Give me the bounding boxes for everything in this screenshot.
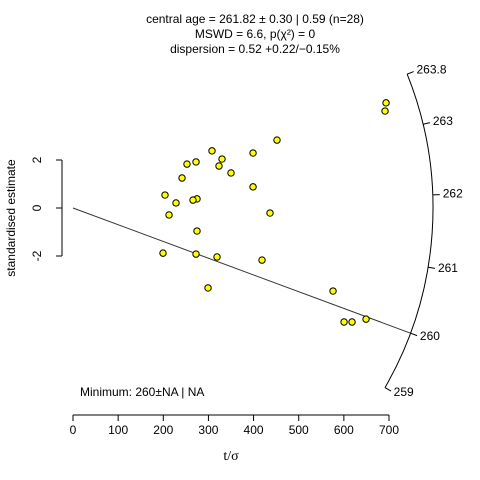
point xyxy=(161,191,169,199)
title-line: central age = 261.82 ± 0.30 | 0.59 (n=28… xyxy=(146,12,364,26)
point xyxy=(258,256,266,264)
annotation: Minimum: 260±NA | NA xyxy=(80,385,204,399)
point xyxy=(227,169,235,177)
point xyxy=(172,199,180,207)
point xyxy=(249,183,257,191)
point xyxy=(165,211,173,219)
arc-tick xyxy=(410,332,418,337)
x-tick-label: 700 xyxy=(379,423,399,437)
point xyxy=(213,253,221,261)
y-tick-label: -2 xyxy=(30,250,44,261)
point xyxy=(215,162,223,170)
x-tick-label: 400 xyxy=(244,423,264,437)
arc-tick-label: 260 xyxy=(420,329,440,343)
x-tick-label: 100 xyxy=(108,423,128,437)
arc-tick xyxy=(384,387,392,392)
point xyxy=(208,147,216,155)
title-line: MSWD = 6.6, p(χ²) = 0 xyxy=(195,27,316,41)
point xyxy=(382,99,390,107)
point xyxy=(381,107,389,115)
arc-tick-label: 261 xyxy=(438,261,458,275)
y-tick-label: 2 xyxy=(30,156,44,163)
point xyxy=(183,160,191,168)
arc-tick-label: 263 xyxy=(433,114,453,128)
point xyxy=(159,249,167,257)
point xyxy=(266,209,274,217)
point xyxy=(340,318,348,326)
point xyxy=(273,136,281,144)
point xyxy=(204,284,212,292)
x-tick-label: 300 xyxy=(198,423,218,437)
arc-tick-label: 263.8 xyxy=(416,63,446,77)
arc-tick xyxy=(428,266,436,269)
y-axis-label: standardised estimate xyxy=(4,159,18,277)
title-line: dispersion = 0.52 +0.22/−0.15% xyxy=(170,42,340,56)
age-arc xyxy=(384,73,434,388)
arc-tick xyxy=(423,122,431,125)
x-tick-label: 500 xyxy=(289,423,309,437)
point xyxy=(249,149,257,157)
x-tick-label: 600 xyxy=(334,423,354,437)
point xyxy=(178,174,186,182)
point xyxy=(348,318,356,326)
x-tick-label: 200 xyxy=(153,423,173,437)
point xyxy=(192,250,200,258)
x-axis-label: t/σ xyxy=(223,449,239,464)
point xyxy=(193,227,201,235)
arc-tick xyxy=(407,71,414,75)
arc-tick-label: 262 xyxy=(443,187,463,201)
point xyxy=(329,287,337,295)
point xyxy=(362,315,370,323)
minimum-age-line xyxy=(72,207,411,334)
point xyxy=(192,158,200,166)
point xyxy=(218,155,226,163)
x-tick-label: 0 xyxy=(70,423,77,437)
arc-tick-label: 259 xyxy=(394,385,414,399)
y-tick-label: 0 xyxy=(30,204,44,211)
point xyxy=(189,196,197,204)
